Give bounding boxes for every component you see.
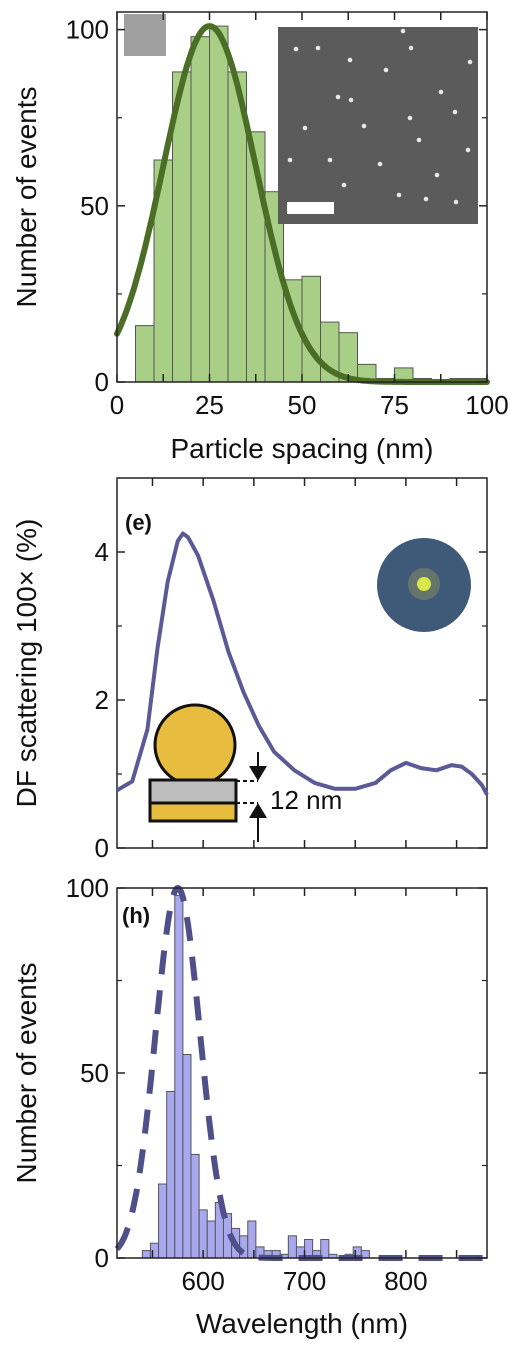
wavelength-x-axis-label: Wavelength (nm) xyxy=(196,1308,408,1339)
sem-particle xyxy=(315,45,321,51)
darkfield-spot xyxy=(417,577,431,591)
sem-particle xyxy=(465,147,471,153)
x-tick-label: 0 xyxy=(110,390,124,420)
sem-scale-bar xyxy=(287,202,334,214)
y-tick-label: 50 xyxy=(80,191,109,221)
x-tick-label: 700 xyxy=(283,1266,326,1296)
sem-particle xyxy=(416,137,422,143)
sem-particle xyxy=(400,28,406,34)
sem-particle xyxy=(467,59,473,65)
histogram-bar xyxy=(141,1250,151,1259)
sem-particle xyxy=(434,172,440,178)
scattering-y-axis-label: DF scattering 100× (%) xyxy=(11,519,42,808)
histogram-bar xyxy=(301,275,321,383)
y-tick-label: 4 xyxy=(95,537,109,567)
sem-particle xyxy=(452,109,458,115)
y-tick-label: 100 xyxy=(66,873,109,903)
histogram-bar xyxy=(206,1220,216,1259)
histogram-bar xyxy=(287,1235,297,1259)
spacing-axis-ticks: 0 50 100 0 25 50 75 100 xyxy=(66,12,509,420)
histogram-bar xyxy=(166,1091,176,1259)
histogram-bar xyxy=(135,325,155,383)
wavelength-histogram-panel: (h) 0 50 100 600 700 800 Wavelength (nm) Numb… xyxy=(11,873,488,1339)
sem-particles xyxy=(287,28,473,205)
sem-particle xyxy=(335,94,341,100)
sem-particle xyxy=(408,45,414,51)
sem-particle xyxy=(438,89,444,95)
sem-particle xyxy=(361,123,367,129)
y-tick-label: 100 xyxy=(66,15,109,45)
sem-particle xyxy=(293,46,299,52)
spacing-histogram-panel: 0 50 100 0 25 50 75 100 Particle spacing (nm) N… xyxy=(11,11,509,464)
sem-particle xyxy=(407,115,413,121)
particle-schematic xyxy=(153,703,237,787)
spacer-layer-schematic xyxy=(148,778,238,805)
histogram-bar xyxy=(174,894,184,1259)
scattering-panel-label: (e) xyxy=(125,510,152,535)
sem-particle xyxy=(341,182,347,188)
sem-particle xyxy=(377,161,383,167)
sem-particle xyxy=(396,192,402,198)
sem-inset-image xyxy=(278,27,478,224)
y-tick-label: 0 xyxy=(95,833,109,863)
x-tick-label: 800 xyxy=(384,1266,427,1296)
scattering-spectrum-panel: 0 2 4 (e) 12 nm DF scattering 100× (%) xyxy=(11,477,489,863)
y-tick-label: 2 xyxy=(95,685,109,715)
gap-arrowhead-bottom xyxy=(249,803,267,818)
histogram-bar xyxy=(190,1153,200,1259)
sem-particle xyxy=(423,196,429,202)
histogram-bar xyxy=(247,1220,257,1259)
gap-arrowhead-top xyxy=(249,766,267,781)
sem-particle xyxy=(348,97,354,103)
histogram-bar xyxy=(190,36,210,383)
x-tick-label: 25 xyxy=(195,390,224,420)
spacing-y-axis-label: Number of events xyxy=(11,87,42,308)
sem-particle xyxy=(327,157,333,163)
sem-particle xyxy=(287,157,293,163)
x-tick-label: 100 xyxy=(465,390,508,420)
histogram-bar xyxy=(149,1242,160,1259)
histogram-bar xyxy=(158,1183,168,1259)
x-tick-label: 75 xyxy=(380,390,409,420)
wavelength-y-axis-label: Number of events xyxy=(11,963,42,1184)
x-tick-label: 50 xyxy=(288,390,317,420)
spacing-x-axis-label: Particle spacing (nm) xyxy=(171,433,434,464)
histogram-bar xyxy=(182,1054,192,1259)
panel-label-placeholder xyxy=(124,14,166,56)
wavelength-panel-label: (h) xyxy=(122,903,150,928)
y-tick-label: 0 xyxy=(95,367,109,397)
sem-particle xyxy=(383,67,389,73)
histogram-bar xyxy=(209,25,229,383)
substrate-schematic xyxy=(148,801,238,823)
sem-particle xyxy=(302,125,308,131)
sem-particle xyxy=(347,57,353,63)
wavelength-histogram-bars xyxy=(141,894,370,1259)
scattering-axis-ticks: 0 2 4 xyxy=(95,478,487,863)
scattering-plot-frame xyxy=(116,477,488,849)
scattering-spectrum-line xyxy=(115,531,489,796)
sem-particle xyxy=(453,199,459,205)
wavelength-axis-ticks: 0 50 100 600 700 800 xyxy=(66,873,487,1296)
y-tick-label: 0 xyxy=(95,1243,109,1273)
x-tick-label: 600 xyxy=(181,1266,224,1296)
gap-annotation: 12 nm xyxy=(270,785,342,815)
y-tick-label: 50 xyxy=(80,1058,109,1088)
